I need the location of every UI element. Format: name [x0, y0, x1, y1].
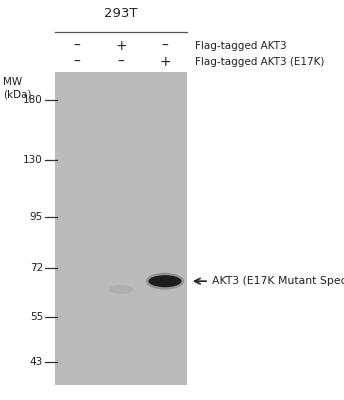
Text: 55: 55 [30, 312, 43, 322]
Text: +: + [115, 39, 127, 53]
Text: Flag-tagged AKT3 (E17K): Flag-tagged AKT3 (E17K) [195, 57, 324, 67]
Text: –: – [74, 55, 80, 69]
Text: AKT3 (E17K Mutant Specific): AKT3 (E17K Mutant Specific) [212, 276, 344, 286]
Text: MW
(kDa): MW (kDa) [3, 77, 32, 99]
Text: 130: 130 [23, 155, 43, 165]
Text: –: – [74, 39, 80, 53]
Text: Flag-tagged AKT3: Flag-tagged AKT3 [195, 41, 287, 51]
Bar [55, 72, 187, 385]
Text: 95: 95 [30, 212, 43, 222]
Text: 180: 180 [23, 95, 43, 105]
Text: –: – [118, 55, 125, 69]
Text: 293T: 293T [104, 7, 138, 20]
Text: 72: 72 [30, 263, 43, 273]
Ellipse shape [149, 275, 182, 287]
Ellipse shape [146, 273, 184, 290]
Text: +: + [159, 55, 171, 69]
Text: 43: 43 [30, 357, 43, 367]
Text: –: – [162, 39, 169, 53]
Ellipse shape [109, 285, 133, 294]
